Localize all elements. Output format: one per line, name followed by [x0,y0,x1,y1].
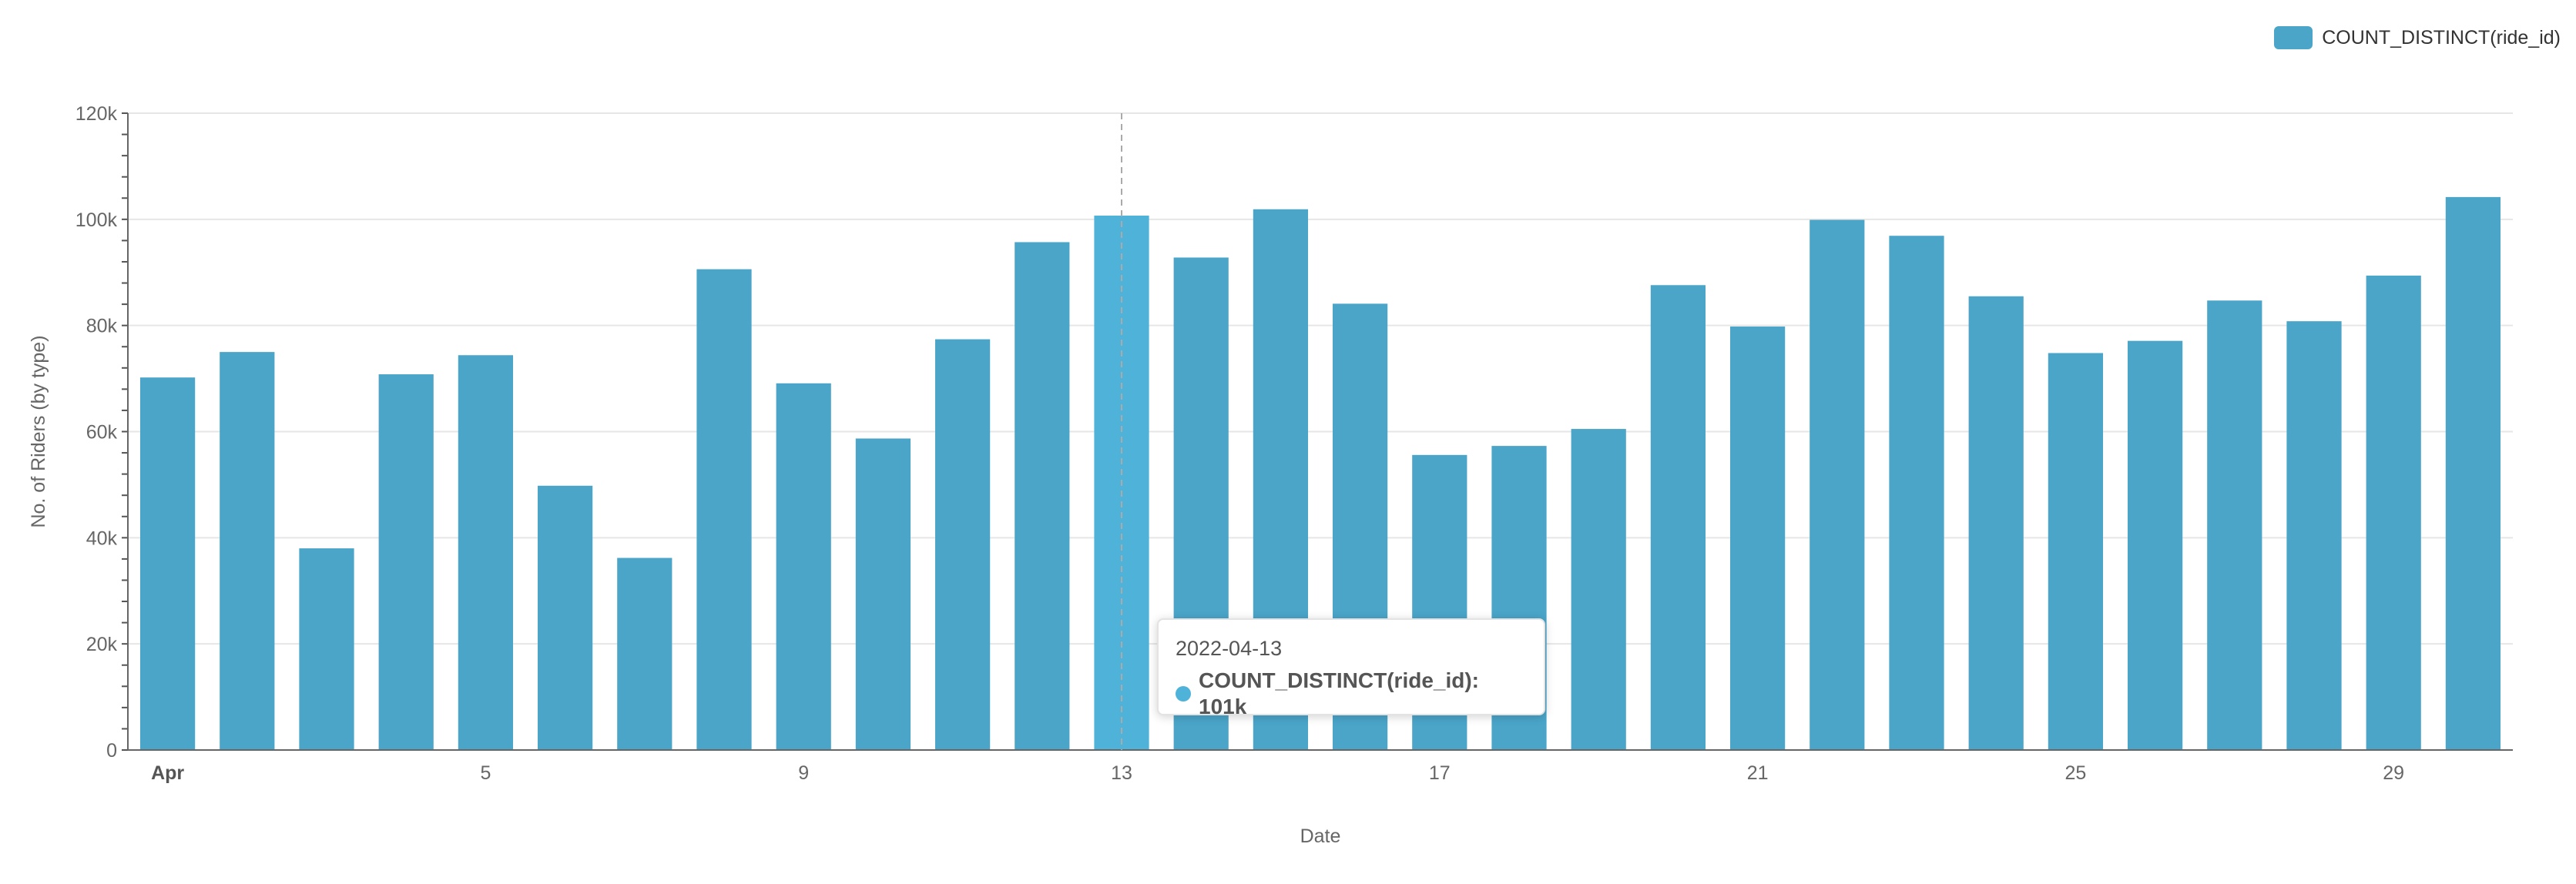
y-tick-label: 0 [106,740,117,762]
tooltip: 2022-04-13 COUNT_DISTINCT(ride_id): 101k [1157,618,1545,718]
bar [2286,321,2342,750]
tooltip-date: 2022-04-13 [1176,637,1283,660]
bar [2127,340,2183,751]
y-tick-label: 100k [75,209,118,231]
x-axis-tick-labels: Apr 5 9 13 17 21 25 29 [151,762,2404,784]
bar [934,339,991,751]
x-tick-label: 29 [2383,762,2404,784]
bar [139,377,196,750]
legend-swatch[interactable] [2274,26,2313,49]
bar [220,352,275,750]
bar [1650,285,1706,750]
bar [378,374,434,750]
x-tick-label: Apr [151,762,184,784]
y-tick-label: 80k [86,316,118,337]
bar [855,438,911,750]
bar [299,548,354,750]
y-tick-label: 120k [75,103,118,125]
bar [696,269,752,750]
legend[interactable]: COUNT_DISTINCT(ride_id) [2274,26,2561,49]
tooltip-series-value: COUNT_DISTINCT(ride_id): 101k [1199,668,1479,718]
bar [2445,196,2501,751]
y-tick-label: 20k [86,634,118,655]
x-tick-label: 5 [480,762,491,784]
x-tick-label: 9 [798,762,809,784]
bar [1968,296,2024,750]
bar [1015,242,1070,750]
bar [2048,353,2104,751]
x-axis-title: Date [1300,825,1341,847]
grid-lines [128,112,2513,645]
tooltip-series-row: COUNT_DISTINCT(ride_id): 101k [1176,668,1527,720]
bar [1810,219,1865,751]
y-axis-tick-labels: 0 20k 40k 60k 80k 100k 120k [75,103,118,762]
tooltip-series-dot [1176,686,1191,702]
x-tick-label: 21 [1747,762,1769,784]
y-tick-label: 60k [86,422,118,444]
legend-label[interactable]: COUNT_DISTINCT(ride_id) [2322,26,2561,49]
bar [1889,236,1944,750]
x-tick-label: 25 [2064,762,2086,784]
bar [1729,326,1786,750]
bar [2366,275,2421,750]
y-axis-minor-ticks [122,112,128,751]
bar [537,485,593,750]
bar [458,355,514,750]
bar [617,558,673,750]
y-tick-label: 40k [86,527,118,549]
bar [1571,429,1626,750]
x-tick-label: 17 [1429,762,1451,784]
bar [776,383,831,750]
bar [2207,300,2262,750]
y-axis-title: No. of Riders (by type) [28,335,49,527]
x-tick-label: 13 [1111,762,1132,784]
